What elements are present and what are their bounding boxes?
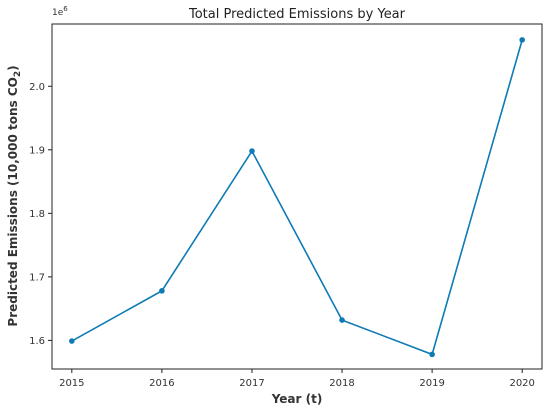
- series-line: [71, 39, 523, 356]
- chart-title: Total Predicted Emissions by Year: [188, 7, 406, 22]
- x-tick-label: 2020: [509, 378, 534, 389]
- x-axis: 2015 2016 2017 2018 2019 2020: [59, 369, 535, 389]
- y-tick-label: 1.9: [29, 145, 45, 156]
- y-axis-label-end: ): [6, 65, 20, 70]
- data-point: [339, 317, 345, 323]
- x-tick-label: 2016: [149, 378, 174, 389]
- x-axis-label: Year (t): [271, 392, 323, 406]
- x-tick-label: 2018: [329, 378, 354, 389]
- x-tick-label: 2015: [59, 378, 84, 389]
- y-axis-label: Predicted Emissions (10,000 tons CO2): [6, 65, 23, 326]
- y-axis-label-main: Predicted Emissions (10,000 tons CO: [6, 77, 20, 326]
- y-tick-label: 1.8: [29, 209, 45, 220]
- y-axis: 1.6 1.7 1.8 1.9 2.0: [29, 82, 52, 347]
- data-point: [519, 37, 525, 43]
- y-tick-label: 2.0: [29, 82, 45, 93]
- data-point: [429, 351, 435, 358]
- y-axis-offset-exponent: 6: [63, 5, 68, 13]
- x-tick-label: 2019: [419, 378, 444, 389]
- series-layer: [69, 37, 525, 358]
- data-point: [69, 338, 75, 344]
- x-tick-label: 2017: [239, 378, 264, 389]
- plot-frame: [51, 23, 543, 370]
- y-tick-label: 1.7: [29, 272, 45, 283]
- y-axis-offset-base: 1e: [52, 8, 64, 18]
- y-axis-offset-label: 1e6: [52, 5, 68, 18]
- y-axis-label-subscript: 2: [13, 71, 23, 77]
- data-point: [159, 288, 165, 294]
- data-point: [249, 148, 255, 154]
- y-tick-label: 1.6: [29, 336, 45, 347]
